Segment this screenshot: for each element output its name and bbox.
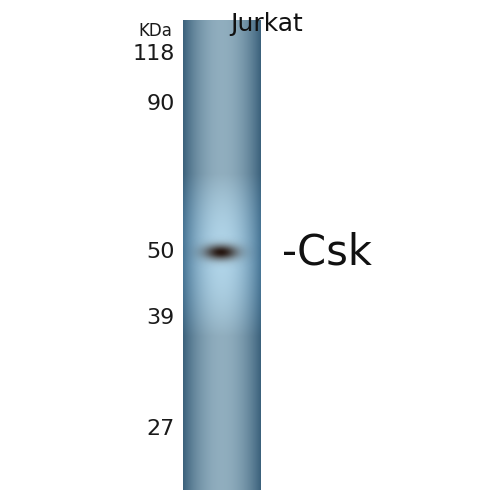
Text: -Csk: -Csk (282, 232, 372, 274)
Text: 118: 118 (132, 44, 175, 64)
Text: 39: 39 (147, 308, 175, 328)
Text: Jurkat: Jurkat (230, 12, 303, 36)
Text: 90: 90 (146, 94, 175, 114)
Text: 50: 50 (146, 242, 175, 262)
Text: 27: 27 (147, 419, 175, 439)
Text: KDa: KDa (138, 22, 172, 40)
